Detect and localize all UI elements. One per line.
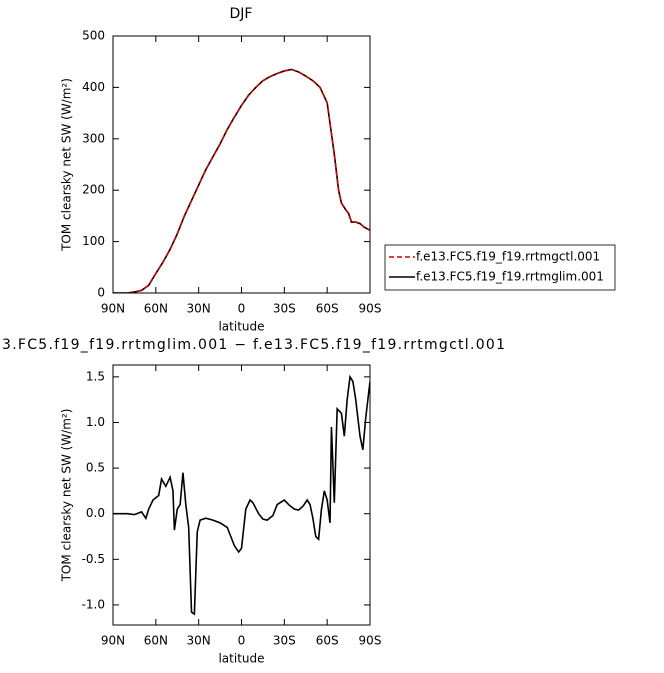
chart-title: 3.FC5.f19_f19.rrtmglim.001 − f.e13.FC5.f… [2, 337, 505, 353]
x-tick-label: 30S [273, 634, 296, 648]
x-tick-label: 60N [144, 634, 168, 648]
x-tick-label: 30N [187, 634, 211, 648]
x-tick-label: 30N [187, 302, 211, 316]
plot-frame [112, 35, 371, 294]
x-tick-label: 90N [101, 302, 125, 316]
x-tick-label: 90N [101, 634, 125, 648]
y-tick-label: -0.5 [82, 552, 105, 566]
y-tick-label: 400 [82, 80, 105, 94]
y-tick-label: 300 [82, 131, 105, 145]
plot [113, 374, 370, 616]
x-axis-label: latitude [218, 320, 264, 334]
legend-label: f.e13.FC5.f19_f19.rrtmglim.001 [416, 270, 604, 284]
x-tick-label: 60S [316, 634, 339, 648]
y-tick-label: 0.0 [86, 506, 105, 520]
x-tick-label: 0 [238, 634, 246, 648]
x-tick-label: 60N [144, 302, 168, 316]
data-line [113, 68, 370, 293]
y-tick-label: 500 [82, 29, 105, 43]
x-axis-label: latitude [218, 652, 264, 666]
x-tick-label: 90S [359, 302, 382, 316]
x-tick-label: 90S [359, 634, 382, 648]
y-tick-label: 1.0 [86, 415, 105, 429]
y-tick-label: 100 [82, 234, 105, 248]
data-line [113, 68, 370, 293]
x-tick-label: 0 [238, 302, 246, 316]
x-tick-label: 30S [273, 302, 296, 316]
y-tick-label: 1.5 [86, 369, 105, 383]
y-axis-label: TOM clearsky net SW (W/m²) [60, 409, 74, 583]
plot-frame [112, 364, 371, 626]
x-tick-label: 60S [316, 302, 339, 316]
y-tick-label: 200 [82, 183, 105, 197]
data-line [113, 374, 370, 616]
y-tick-label: -1.0 [82, 597, 105, 611]
y-tick-label: 0 [97, 286, 105, 300]
legend-box [384, 244, 616, 291]
plot [113, 68, 370, 293]
legend-label: f.e13.FC5.f19_f19.rrtmgctl.001 [416, 250, 600, 264]
y-axis-label: TOM clearsky net SW (W/m²) [60, 78, 74, 252]
chart-title: DJF [230, 6, 253, 22]
y-tick-label: 0.5 [86, 461, 105, 475]
